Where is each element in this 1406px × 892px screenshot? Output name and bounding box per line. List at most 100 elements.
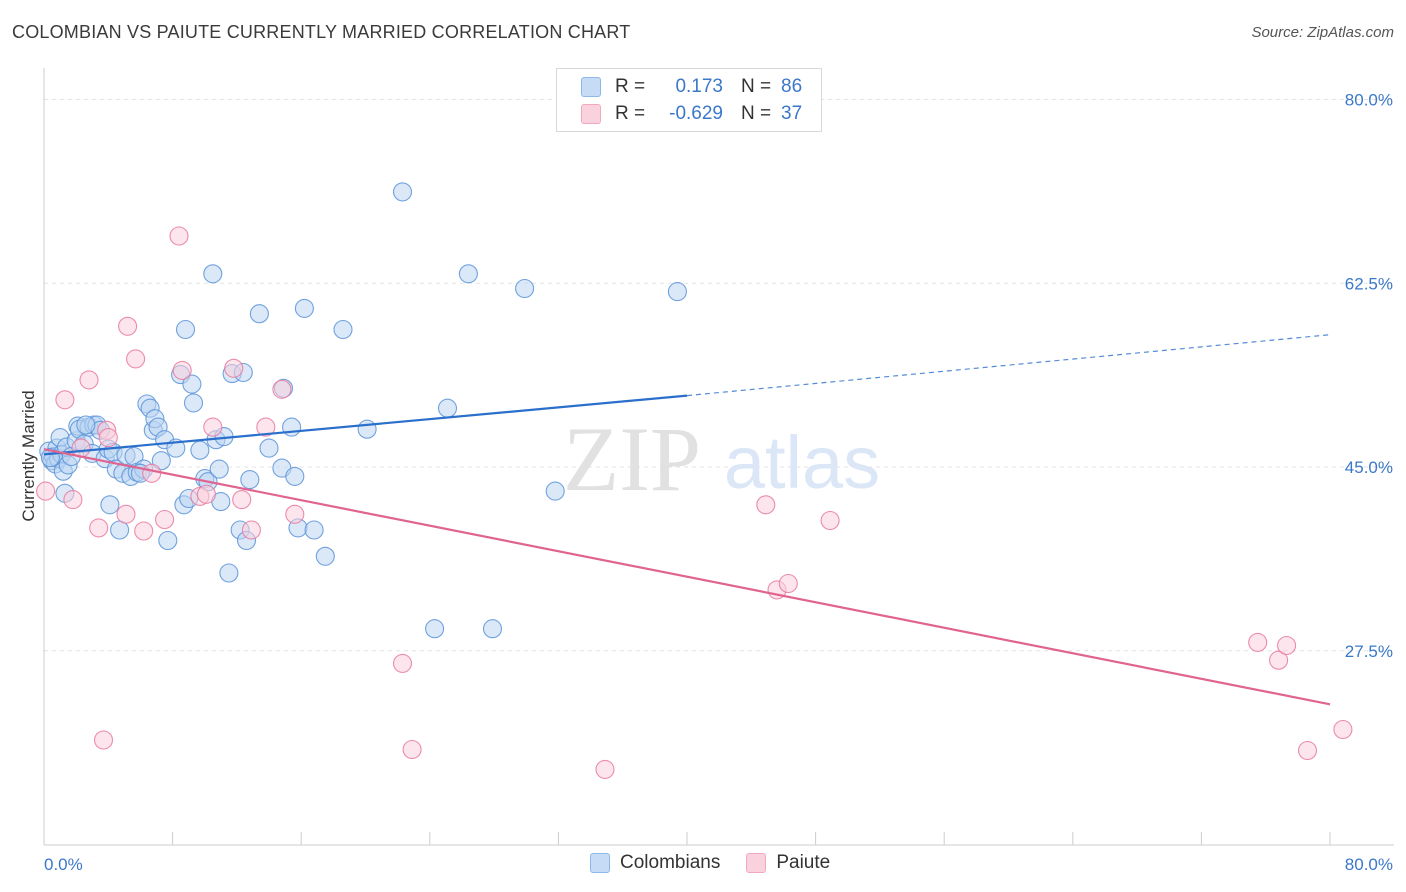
colombians-trendline: [43, 394, 688, 456]
legend-swatch-colombians: [581, 77, 601, 97]
colombians-point: [437, 398, 458, 418]
paiute-point: [1269, 650, 1289, 670]
paiute-point: [224, 358, 244, 378]
paiute-point: [272, 379, 292, 399]
paiute-point: [142, 463, 162, 483]
legend-r-label: R =: [615, 76, 646, 97]
colombians-point: [294, 298, 314, 318]
paiute-point: [36, 481, 56, 501]
legend-swatch-paiute: [746, 853, 767, 873]
colombians-point: [240, 470, 260, 490]
paiute-point: [169, 226, 189, 246]
paiute-point: [55, 390, 75, 410]
paiute-point: [93, 730, 114, 750]
watermark: ZIP atlas: [563, 408, 880, 510]
y-tick-label: 45.0%: [1345, 458, 1393, 477]
paiute-point: [1333, 719, 1353, 740]
paiute-point: [241, 520, 261, 540]
y-axis-label: Currently Married: [19, 390, 38, 521]
legend-row-colombians: R = 0.173 N = 86: [581, 75, 802, 99]
legend-n-value: 37: [781, 103, 803, 124]
colombians-point: [304, 520, 324, 540]
paiute-point: [196, 484, 216, 504]
x-ticks: [43, 832, 1331, 845]
axes: [43, 68, 1394, 846]
colombians-point: [285, 466, 305, 486]
stats-legend: R = 0.173 N = 86 R = -0.629 N = 37: [556, 68, 822, 132]
colombians-point: [175, 319, 196, 340]
paiute-point: [203, 417, 223, 437]
paiute-point: [402, 739, 422, 760]
colombians-point: [259, 438, 279, 458]
paiute-point: [172, 360, 192, 380]
legend-item-colombians[interactable]: Colombians: [590, 852, 720, 874]
paiute-point: [595, 759, 615, 779]
paiute-point: [126, 349, 146, 369]
legend-label-paiute: Paiute: [776, 852, 831, 873]
y-tick-labels: 27.5% 45.0% 62.5% 80.0%: [1345, 91, 1393, 661]
colombians-point: [515, 278, 535, 299]
paiute-point: [778, 573, 798, 594]
legend-n-value: 86: [781, 76, 803, 97]
paiute-point: [1277, 635, 1297, 656]
y-tick-label: 62.5%: [1345, 274, 1393, 293]
paiute-point: [256, 417, 276, 437]
paiute-trendline: [43, 448, 1331, 706]
colombians-point: [357, 419, 377, 439]
colombians-point: [100, 495, 120, 515]
colombians-point: [458, 264, 478, 284]
paiute-point: [63, 490, 83, 510]
paiute-point: [98, 428, 118, 448]
colombians-point: [315, 546, 335, 566]
colombians-point: [392, 182, 413, 202]
colombians-point: [545, 481, 565, 501]
legend-n-label: N =: [741, 103, 772, 124]
colombians-point: [190, 440, 210, 460]
legend-item-paiute[interactable]: Paiute: [746, 852, 830, 874]
legend-r-label: R =: [615, 103, 646, 124]
y-tick-label: 27.5%: [1345, 642, 1393, 661]
watermark-atlas: atlas: [724, 421, 880, 504]
paiute-point: [392, 653, 413, 673]
paiute-point: [89, 518, 109, 538]
watermark-zip: ZIP: [563, 408, 701, 510]
paiute-point: [1248, 632, 1268, 652]
legend-r-value: 0.173: [675, 76, 723, 97]
source-label: Source: ZipAtlas.com: [1251, 24, 1394, 41]
paiute-point: [134, 521, 154, 541]
colombians-point: [76, 415, 96, 435]
colombians-point: [183, 393, 204, 413]
colombians-point: [249, 304, 269, 324]
colombians-point: [151, 451, 171, 471]
colombians-point: [425, 619, 445, 639]
colombians-point: [219, 563, 239, 583]
series-legend: Colombians Paiute: [590, 852, 856, 874]
x-tick-label-min: 0.0%: [44, 855, 83, 874]
paiute-point: [820, 510, 840, 531]
paiute-point: [155, 509, 175, 530]
legend-r-value: -0.629: [669, 103, 723, 124]
colombians-point: [158, 530, 178, 551]
paiute-points: [36, 226, 1353, 779]
paiute-point: [1297, 740, 1318, 761]
colombians-point: [182, 374, 202, 394]
y-tick-label: 80.0%: [1345, 91, 1393, 110]
paiute-point: [756, 495, 776, 515]
colombians-point: [203, 264, 223, 284]
x-tick-label-max: 80.0%: [1345, 855, 1393, 874]
colombians-trendline-extension: [686, 334, 1331, 397]
paiute-point: [285, 504, 305, 524]
legend-label-colombians: Colombians: [620, 852, 721, 873]
paiute-point: [79, 370, 99, 390]
legend-swatch-paiute: [581, 104, 601, 124]
paiute-point: [118, 316, 138, 336]
colombians-point: [667, 282, 687, 302]
legend-n-label: N =: [741, 76, 772, 97]
colombians-point: [209, 459, 229, 479]
paiute-point: [232, 490, 252, 510]
chart-title: COLOMBIAN VS PAIUTE CURRENTLY MARRIED CO…: [12, 22, 631, 42]
trendlines: [43, 334, 1331, 706]
paiute-point: [116, 504, 136, 524]
legend-row-paiute: R = -0.629 N = 37: [581, 102, 802, 126]
